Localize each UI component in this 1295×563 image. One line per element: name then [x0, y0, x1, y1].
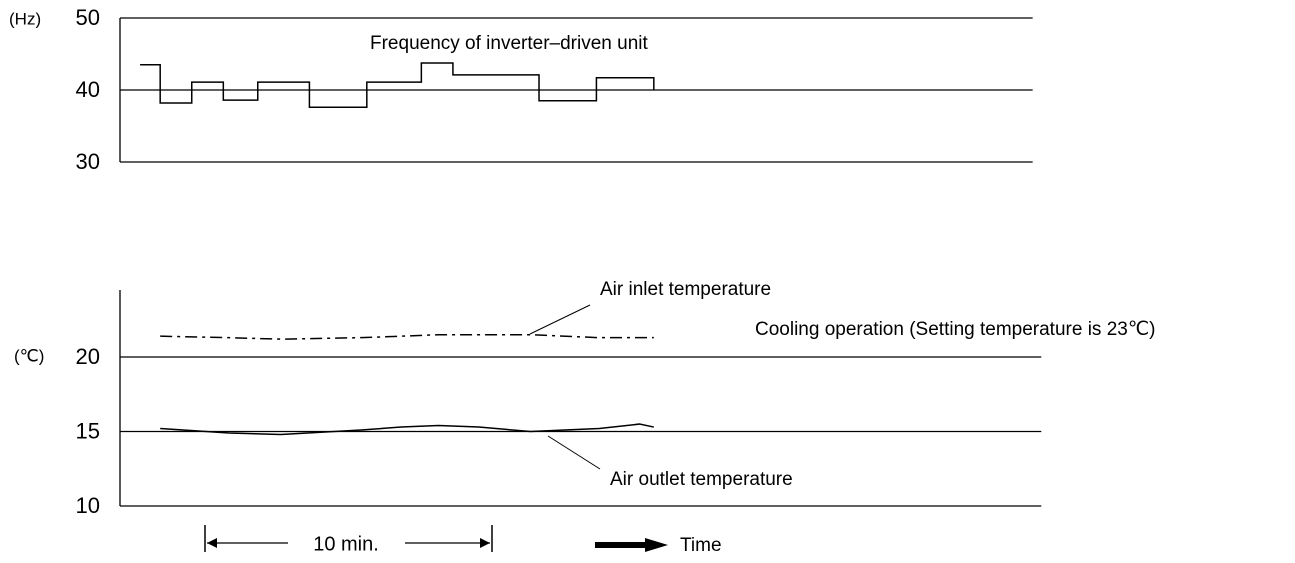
y-tick-label: 15: [76, 418, 100, 443]
series-label: Frequency of inverter–driven unit: [370, 33, 648, 54]
y-unit: (Hz): [9, 9, 41, 28]
leader-line: [529, 304, 591, 335]
series-line: [160, 333, 654, 340]
x-label: Time: [680, 535, 722, 556]
series-label: Air inlet temperature: [600, 279, 771, 300]
series-line: [160, 423, 654, 436]
time-arrow-head: [645, 538, 668, 552]
annotation: Cooling operation (Setting temperature i…: [755, 319, 1156, 340]
interval-label: 10 min.: [313, 533, 379, 555]
series-line: [140, 62, 655, 109]
y-tick-label: 20: [76, 344, 100, 369]
leader-line: [547, 435, 601, 470]
y-tick-label: 50: [76, 5, 100, 30]
series-label: Air outlet temperature: [610, 469, 793, 490]
y-tick-label: 30: [76, 149, 100, 174]
y-tick-label: 40: [76, 77, 100, 102]
y-unit: (℃): [14, 346, 44, 365]
y-tick-label: 10: [76, 493, 100, 518]
